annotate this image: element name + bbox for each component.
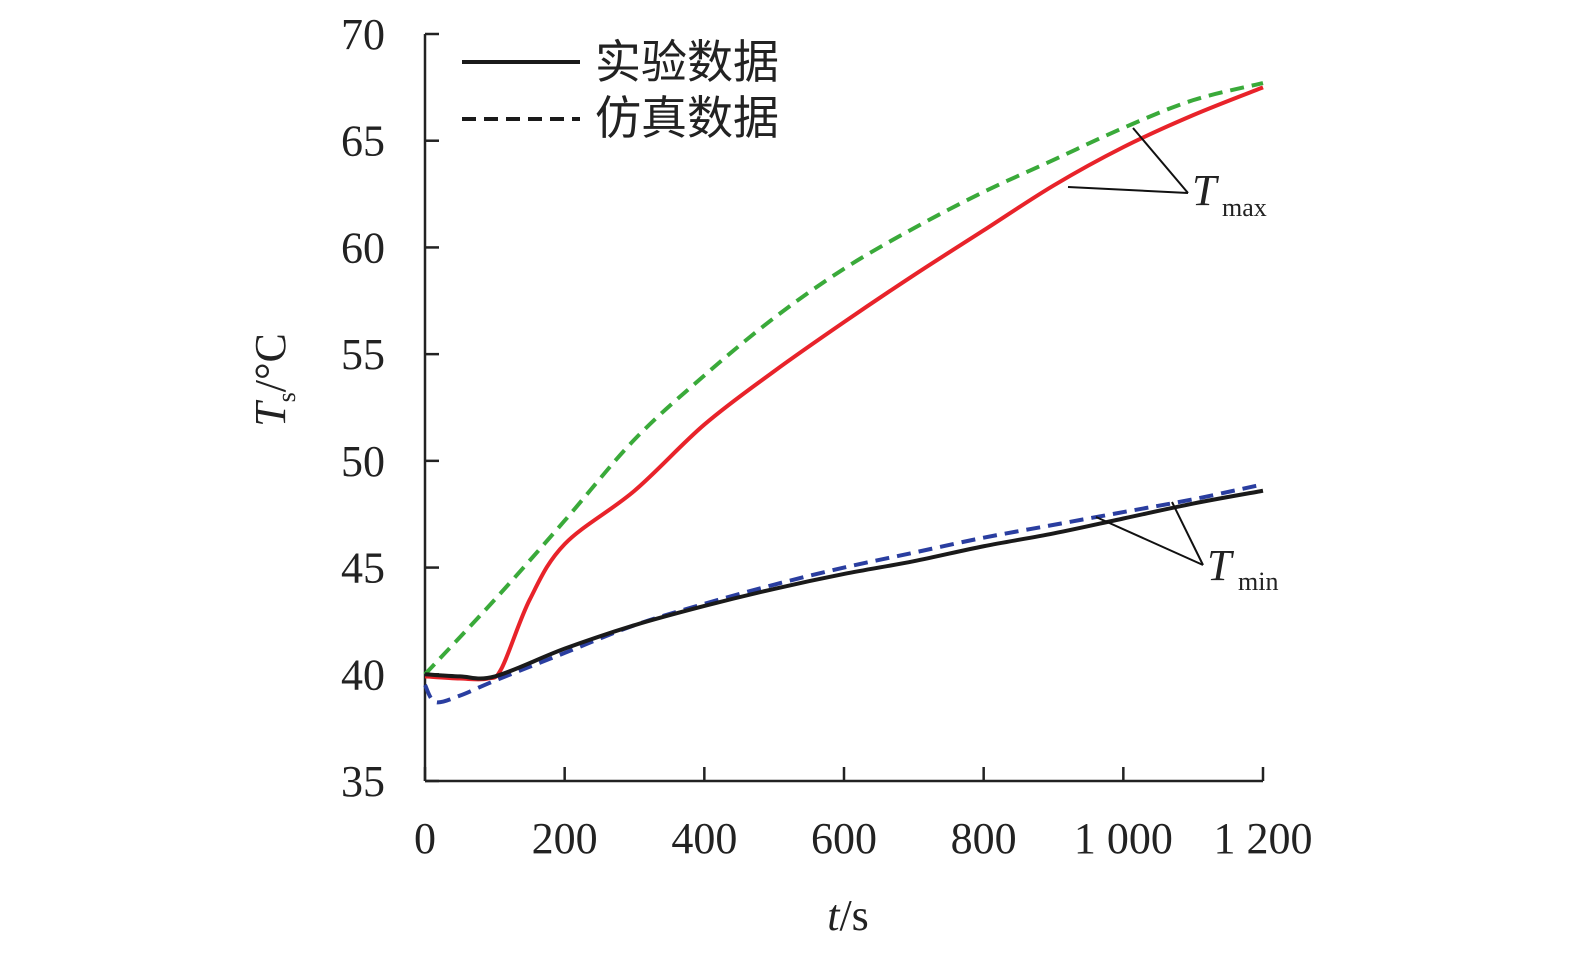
annotation-tmin-sub: min [1238, 567, 1278, 596]
x-axis-label: t/s [827, 891, 869, 940]
annotation-tmax-label: T [1192, 166, 1220, 215]
leader-line [1095, 516, 1204, 566]
x-label-var: t [827, 891, 841, 940]
leader-line [1067, 186, 1189, 194]
x-tick-label: 1 000 [1074, 814, 1173, 863]
legend-label-simulation: 仿真数据 [595, 93, 779, 144]
y-tick-label: 50 [341, 437, 385, 486]
y-tick-label: 55 [341, 330, 385, 379]
series-line-3 [424, 488, 1264, 681]
legend: 实验数据 仿真数据 [462, 37, 779, 144]
x-tick-label: 1 200 [1214, 814, 1313, 863]
annotation-tmin-label: T [1207, 541, 1235, 590]
leader-line [1132, 127, 1189, 194]
y-label-unit: /°C [246, 333, 295, 392]
y-tick-label: 70 [341, 10, 385, 59]
annotation-tmax-sub: max [1222, 193, 1267, 222]
y-tick-label: 40 [341, 650, 385, 699]
x-tick-label: 200 [532, 814, 598, 863]
y-tick-label: 45 [341, 544, 385, 593]
svg-text:t/s: t/s [827, 891, 869, 940]
y-tick-label: 65 [341, 117, 385, 166]
axes [423, 34, 1263, 783]
y-tick-label: 60 [341, 223, 385, 272]
series-line-1 [424, 85, 1264, 682]
x-tick-label: 600 [811, 814, 877, 863]
legend-label-experiment: 实验数据 [595, 37, 779, 88]
x-tick-label: 800 [951, 814, 1017, 863]
x-label-unit: /s [839, 891, 868, 940]
y-axis-label: Ts/°C [246, 333, 301, 427]
x-tick-label: 0 [414, 814, 436, 863]
leader-line [1171, 501, 1204, 566]
y-tick-label: 35 [341, 757, 385, 806]
series-line-2 [423, 482, 1264, 705]
annotation-tmin: T min [1095, 501, 1278, 596]
series-line-0 [423, 81, 1264, 676]
x-tick-label: 400 [671, 814, 737, 863]
y-label-var: T [246, 399, 295, 427]
y-label-sub: s [272, 392, 301, 402]
svg-text:Ts/°C: Ts/°C [246, 333, 301, 427]
annotation-tmax: T max [1067, 127, 1267, 222]
